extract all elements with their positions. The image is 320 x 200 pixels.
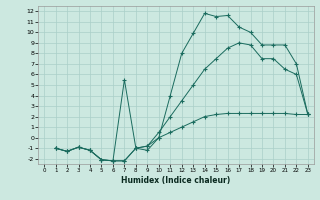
X-axis label: Humidex (Indice chaleur): Humidex (Indice chaleur) [121, 176, 231, 185]
